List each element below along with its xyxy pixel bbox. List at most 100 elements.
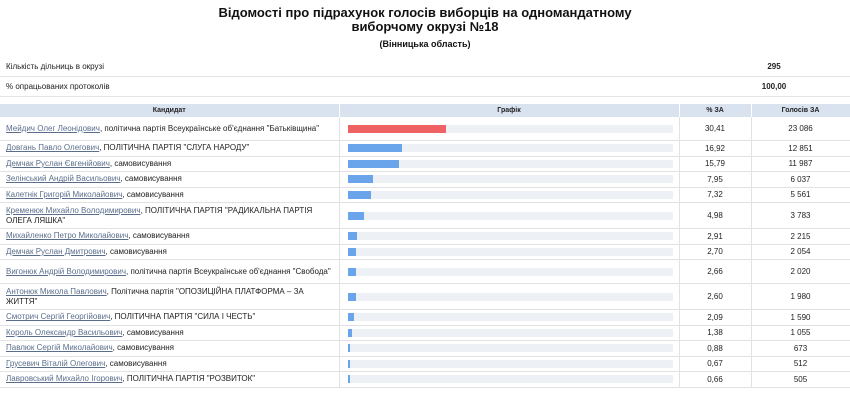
candidate-link[interactable]: Вигонюк Андрій Володимирович [6,266,127,276]
candidate-cell: Антонюк Микола Павлович, Політична парті… [0,283,340,310]
table-row: Смотрич Сергій Георгійович, ПОЛІТИЧНА ПА… [0,309,850,326]
pct-cell: 2,66 [679,259,752,284]
pct-cell: 30,41 [679,117,752,141]
vote-bar [347,247,357,256]
graph-cell [339,187,680,203]
summary-row-stations: Кількість дільниць в окрузі 295 [0,57,850,77]
pct-cell: 2,70 [679,244,752,260]
graph-cell [339,244,680,260]
vote-bar [347,375,350,384]
graph-cell [339,171,680,188]
candidate-cell: Демчак Руслан Євгенійович, самовисування [0,156,340,172]
vote-bar [347,190,372,199]
vote-bar [347,328,352,337]
candidate-link[interactable]: Кременюк Михайло Володимирович [6,205,141,215]
pct-cell: 0,67 [679,356,752,372]
candidate-link[interactable]: Антонюк Микола Павлович [6,286,107,296]
table-row: Демчак Руслан Євгенійович, самовисування… [0,156,850,172]
candidate-cell: Мейдич Олег Леонідович, політична партія… [0,117,340,141]
graph-cell [339,202,680,229]
candidate-cell: Грусевич Віталій Олегович, самовисування [0,356,340,372]
table-row: Демчак Руслан Дмитрович, самовисування 2,… [0,244,850,260]
votes-cell: 11 987 [751,156,850,172]
candidate-link[interactable]: Лавровський Михайло Ігорович [6,374,123,384]
candidate-link[interactable]: Демчак Руслан Дмитрович [6,246,106,256]
candidate-link[interactable]: Павлюк Сергій Миколайович [6,343,113,353]
votes-cell: 512 [751,356,850,372]
votes-cell: 2 020 [751,259,850,284]
summary-table: Кількість дільниць в окрузі 295 % опраць… [0,57,850,97]
pct-cell: 15,79 [679,156,752,172]
table-row: Мейдич Олег Леонідович, політична партія… [0,117,850,141]
candidate-cell: Вигонюк Андрій Володимирович, політична … [0,259,340,284]
pct-cell: 0,66 [679,371,752,388]
candidate-link[interactable]: Михайленко Петро Миколайович [6,231,129,241]
candidate-party: , самовисування [128,231,190,241]
candidate-link[interactable]: Король Олександр Васильович [6,327,123,337]
candidate-cell: Лавровський Михайло Ігорович, ПОЛІТИЧНА … [0,371,340,388]
summary-label: Кількість дільниць в окрузі [0,57,698,77]
vote-bar [347,359,350,368]
candidate-link[interactable]: Грусевич Віталій Олегович [6,358,106,368]
graph-cell [339,356,680,372]
vote-bar [347,211,364,220]
title-line-1: Відомості про підрахунок голосів виборці… [218,5,632,20]
candidate-link[interactable]: Зелінський Андрій Васильович [6,174,121,184]
graph-cell [339,259,680,284]
candidate-link[interactable]: Демчак Руслан Євгенійович [6,158,110,168]
candidate-cell: Зелінський Андрій Васильович, самовисува… [0,171,340,188]
votes-cell: 505 [751,371,850,388]
candidate-link[interactable]: Мейдич Олег Леонідович [6,123,100,133]
candidate-cell: Смотрич Сергій Георгійович, ПОЛІТИЧНА ПА… [0,309,340,326]
graph-cell [339,325,680,341]
candidate-party: , ПОЛІТИЧНА ПАРТІЯ "РАДИКАЛЬНА ПАРТІЯ ОЛ… [6,205,313,225]
bar-track [347,159,673,168]
bar-track [347,292,673,301]
pct-cell: 0,88 [679,340,752,357]
results-header: Кандидат Графік % ЗА Голосів ЗА [0,104,850,117]
bar-track [347,232,673,241]
candidate-cell: Кременюк Михайло Володимирович, ПОЛІТИЧН… [0,202,340,229]
candidate-cell: Павлюк Сергій Миколайович, самовисування [0,340,340,357]
votes-cell: 673 [751,340,850,357]
results-table: Кандидат Графік % ЗА Голосів ЗА Мейдич О… [0,104,850,388]
summary-row-protocols: % опрацьованих протоколів 100,00 [0,76,850,97]
vote-bar [347,292,356,301]
candidate-cell: Довгань Павло Олегович, ПОЛІТИЧНА ПАРТІЯ… [0,140,340,157]
bar-track [347,267,673,276]
bar-track [347,124,673,133]
vote-bar [347,232,357,241]
candidate-party: , самовисування [109,158,172,168]
title-line-2: виборчому окрузі №18 [351,19,499,34]
candidate-party: , самовисування [105,246,167,256]
bar-track [347,359,673,368]
votes-cell: 1 590 [751,309,850,326]
table-row: Антонюк Микола Павлович, Політична парті… [0,283,850,310]
candidate-link[interactable]: Довгань Павло Олегович [6,143,100,153]
bar-track [347,247,673,256]
votes-cell: 1 055 [751,325,850,341]
votes-cell: 2 215 [751,228,850,245]
page-title: Відомості про підрахунок голосів виборці… [0,0,850,51]
candidate-link[interactable]: Калетнік Григорій Миколайович [6,189,123,199]
table-row: Михайленко Петро Миколайович, самовисува… [0,228,850,245]
candidate-cell: Король Олександр Васильович, самовисуван… [0,325,340,341]
summary-value: 100,00 [698,76,850,97]
bar-track [347,313,673,322]
vote-bar [347,175,374,184]
votes-cell: 12 851 [751,140,850,157]
bar-track [347,144,673,153]
bar-track [347,328,673,337]
table-row: Кременюк Михайло Володимирович, ПОЛІТИЧН… [0,202,850,229]
candidate-party: , самовисування [122,327,184,337]
votes-cell: 1 980 [751,283,850,310]
table-row: Лавровський Михайло Ігорович, ПОЛІТИЧНА … [0,371,850,388]
pct-cell: 7,95 [679,171,752,188]
candidate-link[interactable]: Смотрич Сергій Георгійович [6,312,111,322]
candidate-party: , самовисування [122,189,184,199]
table-row: Калетнік Григорій Миколайович, самовисув… [0,187,850,203]
votes-cell: 3 783 [751,202,850,229]
pct-cell: 2,60 [679,283,752,310]
bar-track [347,190,673,199]
bar-track [347,375,673,384]
